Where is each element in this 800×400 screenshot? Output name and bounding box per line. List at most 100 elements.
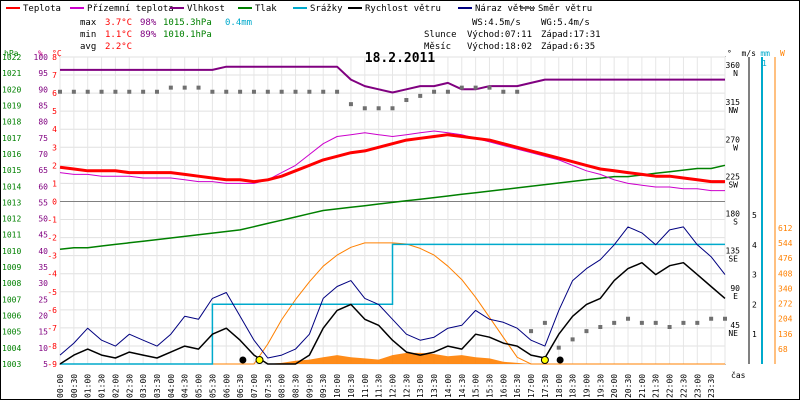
- legend-label: Přízemní teplota: [87, 4, 174, 14]
- x-tick-label: 04:00: [167, 374, 176, 398]
- wind-direction-point: [85, 89, 90, 94]
- stats-moon-label: Měsíc: [424, 42, 451, 52]
- legend-label: Směr větru: [538, 4, 592, 14]
- wind-direction-point: [113, 89, 118, 94]
- solar-unit: W: [780, 49, 785, 58]
- hum-tick-label: 5: [43, 360, 48, 369]
- press-tick-label: 1004: [2, 344, 21, 353]
- wind-direction-point: [168, 85, 173, 90]
- wind-direction-point: [71, 89, 76, 94]
- wind-direction-point: [348, 102, 353, 107]
- press-tick-label: 1021: [2, 69, 21, 78]
- dir-compass-label: N: [733, 69, 738, 78]
- wind-tick-label: 5: [752, 211, 757, 220]
- stats-moon-rise: Východ:18:02: [467, 42, 532, 52]
- stats-sun-rise: Východ:07:11: [467, 30, 532, 40]
- press-tick-label: 1006: [2, 312, 21, 321]
- x-tick-label: 21:00: [638, 374, 647, 398]
- stats-max-rain: 0.4mm: [225, 18, 252, 28]
- wind-direction-point: [584, 329, 589, 334]
- series-ground-temperature: [59, 130, 725, 192]
- temp-tick-label: -7: [47, 324, 57, 333]
- wind-direction-point: [182, 85, 187, 90]
- wind-tick-label: 4: [752, 241, 757, 250]
- hum-tick-label: 70: [38, 150, 48, 159]
- hum-tick-label: 75: [38, 134, 48, 143]
- wind-direction-point: [473, 85, 478, 90]
- series-wind-gust: [59, 226, 726, 359]
- wind-direction-point: [459, 85, 464, 90]
- dir-compass-label: SW: [728, 180, 738, 189]
- hum-tick-label: 65: [38, 166, 48, 175]
- x-tick-label: 03:00: [139, 374, 148, 398]
- wind-direction-point: [154, 89, 159, 94]
- wind-tick-label: 1: [752, 330, 757, 339]
- hum-tick-label: 10: [38, 344, 48, 353]
- wind-direction-point: [335, 89, 340, 94]
- wind-direction-point: [293, 89, 298, 94]
- wind-direction-point: [432, 89, 437, 94]
- solar-tick-label: 612: [778, 224, 793, 233]
- sunrise-marker: [255, 356, 264, 364]
- press-tick-label: 1012: [2, 215, 21, 224]
- temp-tick-label: 3: [52, 143, 57, 152]
- x-tick-label: 08:30: [292, 374, 301, 398]
- stats-avg-temp: 2.2°C: [105, 42, 132, 52]
- x-tick-label: 17:00: [527, 374, 536, 398]
- x-tick-label: 04:30: [181, 374, 190, 398]
- series-wind-speed: [59, 261, 726, 365]
- hum-tick-label: 30: [38, 279, 48, 288]
- dir-compass-label: NE: [728, 329, 738, 338]
- hum-tick-label: 20: [38, 312, 48, 321]
- dir-compass-label: SE: [728, 255, 738, 264]
- temp-tick-label: 5: [52, 107, 57, 116]
- x-tick-label: 18:00: [555, 374, 564, 398]
- x-tick-label: 00:30: [70, 374, 79, 398]
- wind-direction-point: [445, 89, 450, 94]
- wind-direction-point: [723, 316, 727, 321]
- hum-tick-label: 60: [38, 182, 48, 191]
- legend-label: Náraz větru: [475, 4, 535, 14]
- series-temperature: [59, 133, 725, 184]
- stats-max-hum: 98%: [140, 18, 157, 28]
- series-rain: [60, 243, 725, 365]
- wind-tick-label: 2: [752, 300, 757, 309]
- x-tick-label: 03:30: [153, 374, 162, 398]
- hum-tick-label: 55: [38, 198, 48, 207]
- rain-unit: mm: [760, 49, 770, 58]
- solar-tick-label: 204: [778, 315, 793, 324]
- x-tick-label: 20:30: [624, 374, 633, 398]
- x-tick-label: 15:00: [472, 374, 481, 398]
- legend-label: Rychlost větru: [365, 4, 441, 14]
- solar-tick-label: 476: [778, 254, 793, 263]
- hum-tick-label: 90: [38, 85, 48, 94]
- x-tick-label: 23:00: [693, 374, 702, 398]
- wind-direction-point: [487, 85, 492, 90]
- x-tick-label: 23:30: [707, 374, 716, 398]
- wind-direction-point: [695, 320, 700, 325]
- wind-direction-point: [127, 89, 132, 94]
- wind-direction-point: [598, 325, 603, 329]
- hum-tick-label: 80: [38, 118, 48, 127]
- x-tick-label: 15:30: [485, 374, 494, 398]
- wind-direction-point: [542, 320, 547, 325]
- x-tick-label: 07:30: [264, 374, 273, 398]
- chart-title: 18.2.2011: [365, 51, 436, 66]
- wind-direction-point: [612, 320, 617, 325]
- series-pressure: [59, 164, 726, 251]
- x-tick-label: 00:00: [56, 374, 65, 398]
- moonrise-marker: [556, 356, 564, 364]
- x-tick-label: 10:30: [347, 374, 356, 398]
- legend-label: Vlhkost: [187, 4, 225, 14]
- temp-tick-label: -4: [47, 270, 57, 279]
- x-tick-label: 11:00: [361, 374, 370, 398]
- dir-tick-label: 360: [726, 61, 741, 70]
- stats-sun-set: Západ:17:31: [541, 30, 601, 40]
- hum-tick-label: 15: [38, 328, 48, 337]
- x-tick-label: 06:30: [236, 374, 245, 398]
- temp-tick-label: -8: [47, 342, 57, 351]
- press-tick-label: 1014: [2, 182, 21, 191]
- moonset-marker: [239, 356, 247, 364]
- hum-tick-label: 85: [38, 101, 48, 110]
- solar-tick-label: 340: [778, 284, 793, 293]
